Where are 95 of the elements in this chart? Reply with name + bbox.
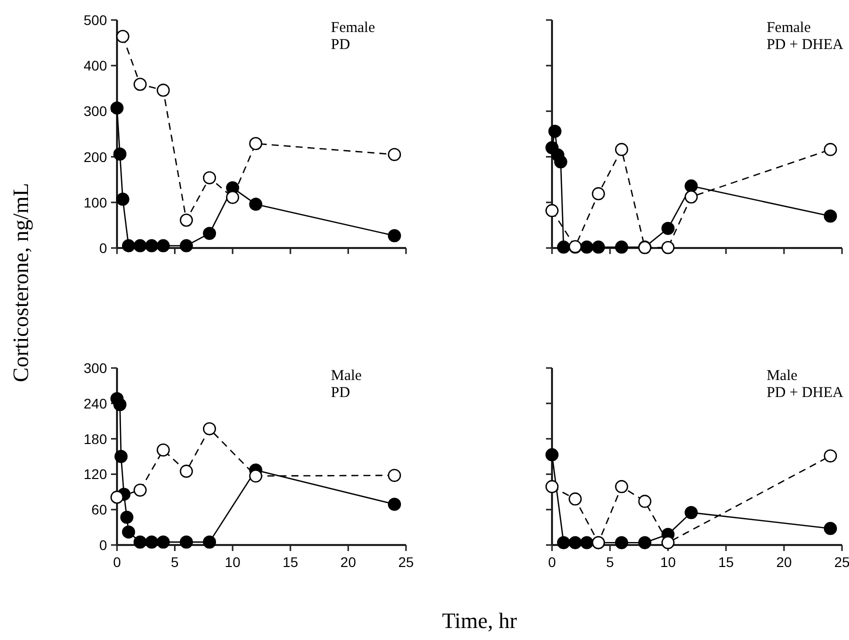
point xyxy=(684,506,698,520)
y-tick-label: 120 xyxy=(84,466,108,482)
x-tick-label: 25 xyxy=(834,554,849,570)
x-tick-label: 15 xyxy=(718,554,734,570)
point xyxy=(134,78,147,91)
point xyxy=(145,535,158,549)
point xyxy=(388,148,402,162)
point xyxy=(615,240,628,254)
point xyxy=(114,450,128,464)
point xyxy=(545,204,559,218)
x-tick-label: 0 xyxy=(113,554,122,570)
point xyxy=(684,179,698,193)
x-tick-label: 5 xyxy=(170,554,179,570)
point xyxy=(156,535,170,549)
point xyxy=(122,239,136,252)
point xyxy=(388,468,402,482)
point xyxy=(388,498,402,511)
text: Male PD + DHEA xyxy=(766,368,844,401)
point xyxy=(113,398,126,412)
y-tick-label: 300 xyxy=(84,360,108,376)
point xyxy=(557,240,570,254)
point xyxy=(202,422,216,436)
point xyxy=(580,536,594,550)
point xyxy=(226,190,240,204)
y-tick-label: 60 xyxy=(91,502,108,518)
point xyxy=(202,226,216,240)
point xyxy=(661,536,675,550)
point xyxy=(545,448,559,462)
x-tick-label: 0 xyxy=(548,554,556,570)
point xyxy=(824,449,837,462)
point xyxy=(824,210,837,223)
point xyxy=(110,490,124,504)
y-tick-label: 0 xyxy=(99,537,108,553)
y-tick-label: 100 xyxy=(84,194,108,210)
x-tick-label: 15 xyxy=(282,554,298,570)
point xyxy=(180,239,193,252)
point xyxy=(145,239,158,252)
y-tick-label: 200 xyxy=(84,148,108,165)
point xyxy=(615,480,628,494)
point xyxy=(592,187,605,200)
x-tick-label: 20 xyxy=(776,554,792,570)
y-tick-label: 400 xyxy=(84,58,108,74)
text: Female PD + DHEA xyxy=(766,20,844,53)
x-tick-label: 5 xyxy=(606,554,614,570)
point xyxy=(249,469,262,483)
y-tick-label: 300 xyxy=(84,103,108,120)
y-tick-label: 240 xyxy=(84,395,108,412)
point xyxy=(180,214,193,227)
point xyxy=(156,239,170,252)
point xyxy=(116,192,130,206)
x-tick-label: 10 xyxy=(660,554,676,570)
x-tick-label: 25 xyxy=(398,554,414,570)
x-tick-label: 20 xyxy=(340,554,356,570)
point xyxy=(202,535,216,549)
point xyxy=(615,536,628,550)
point xyxy=(824,142,837,156)
point xyxy=(592,240,605,254)
point xyxy=(180,535,193,549)
point xyxy=(661,240,675,254)
y-axis-title: Corticosterone, ng/mL xyxy=(8,182,33,382)
point xyxy=(824,522,837,536)
y-tick-label: 180 xyxy=(84,430,108,447)
text: Male PD xyxy=(330,368,362,401)
point xyxy=(110,101,124,115)
point xyxy=(684,190,698,204)
point xyxy=(134,535,147,549)
point xyxy=(568,492,582,506)
point xyxy=(116,30,130,43)
point xyxy=(156,443,170,457)
point xyxy=(580,240,594,254)
point xyxy=(134,484,147,497)
point xyxy=(180,464,193,478)
point xyxy=(388,229,402,242)
text: Female PD xyxy=(330,20,376,53)
x-axis-title: Time, hr xyxy=(442,608,518,633)
y-tick-label: 500 xyxy=(84,12,108,28)
x-tick-label: 10 xyxy=(224,554,241,570)
point xyxy=(202,171,216,184)
point xyxy=(615,142,628,156)
point xyxy=(554,155,568,168)
point xyxy=(113,148,126,161)
point xyxy=(249,137,262,150)
point xyxy=(557,536,570,550)
point xyxy=(638,494,652,508)
point xyxy=(548,124,562,138)
point xyxy=(638,536,652,550)
y-tick-label: 0 xyxy=(99,240,108,256)
point xyxy=(661,222,675,235)
point xyxy=(156,84,170,97)
point xyxy=(249,198,262,211)
point xyxy=(122,525,136,539)
point xyxy=(120,510,134,524)
point xyxy=(568,536,582,550)
point xyxy=(134,239,147,252)
point xyxy=(545,480,559,494)
